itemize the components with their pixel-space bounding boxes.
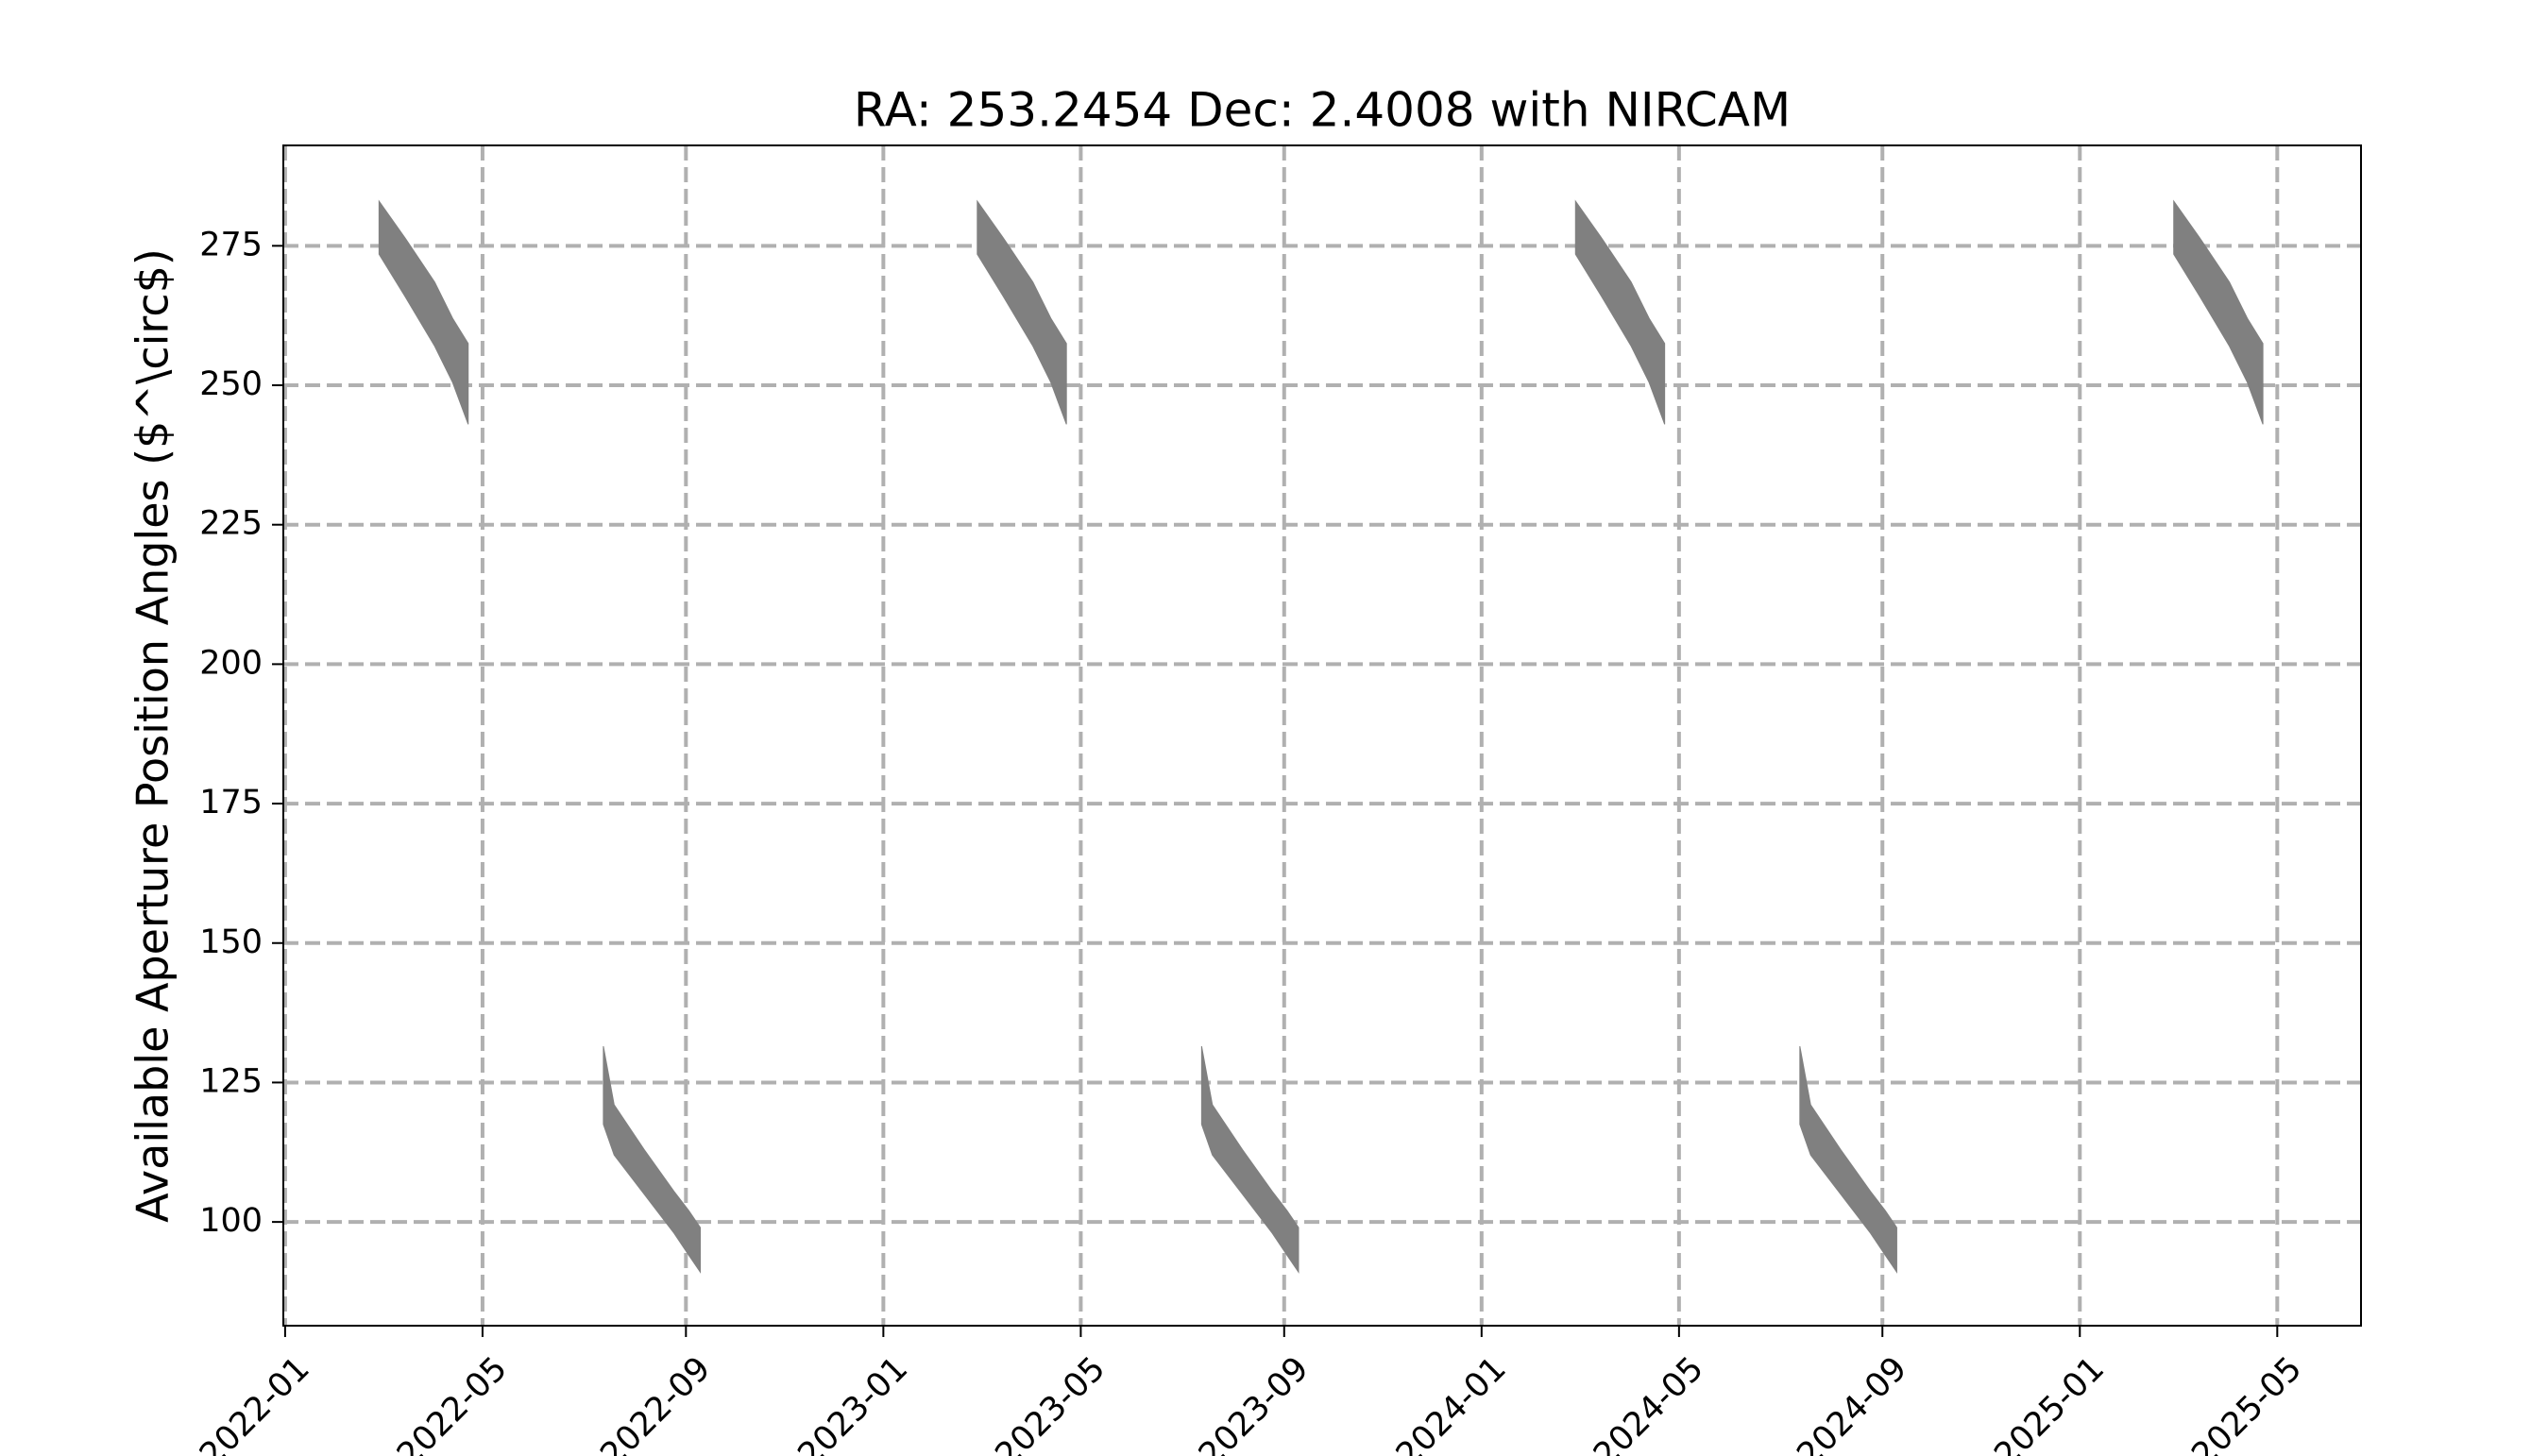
x-tick-label: 2023-01: [791, 1350, 916, 1456]
band: [1574, 199, 1666, 425]
band: [603, 1045, 702, 1274]
x-tick-label: 2024-05: [1587, 1350, 1711, 1456]
y-tick-label: 275: [199, 226, 263, 263]
x-tick-label: 2025-05: [2185, 1350, 2310, 1456]
band: [2173, 199, 2264, 425]
band: [1799, 1045, 1897, 1274]
y-tick-label: 100: [199, 1202, 263, 1240]
x-tick-label: 2024-01: [1389, 1350, 1514, 1456]
x-tick-label: 2023-09: [1192, 1350, 1316, 1456]
x-tick-label: 2022-01: [193, 1350, 317, 1456]
y-tick-label: 175: [199, 784, 263, 821]
chart-title: RA: 253.2454 Dec: 2.4008 with NIRCAM: [854, 83, 1791, 138]
y-tick-label: 150: [199, 923, 263, 961]
x-tick-label: 2023-05: [989, 1350, 1113, 1456]
x-tick-label: 2024-09: [1790, 1350, 1914, 1456]
x-tick-label: 2022-09: [594, 1350, 719, 1456]
band: [378, 199, 469, 425]
y-tick-label: 200: [199, 644, 263, 682]
x-tick-label: 2025-01: [1987, 1350, 2112, 1456]
plot-frame: [282, 144, 2362, 1327]
band: [1200, 1045, 1299, 1274]
y-axis-label: Available Aperture Position Angles ($^\c…: [127, 248, 178, 1223]
y-tick-label: 225: [199, 505, 263, 543]
band: [977, 199, 1067, 425]
y-tick-label: 250: [199, 365, 263, 403]
y-tick-label: 125: [199, 1062, 263, 1100]
x-tick-label: 2022-05: [390, 1350, 515, 1456]
